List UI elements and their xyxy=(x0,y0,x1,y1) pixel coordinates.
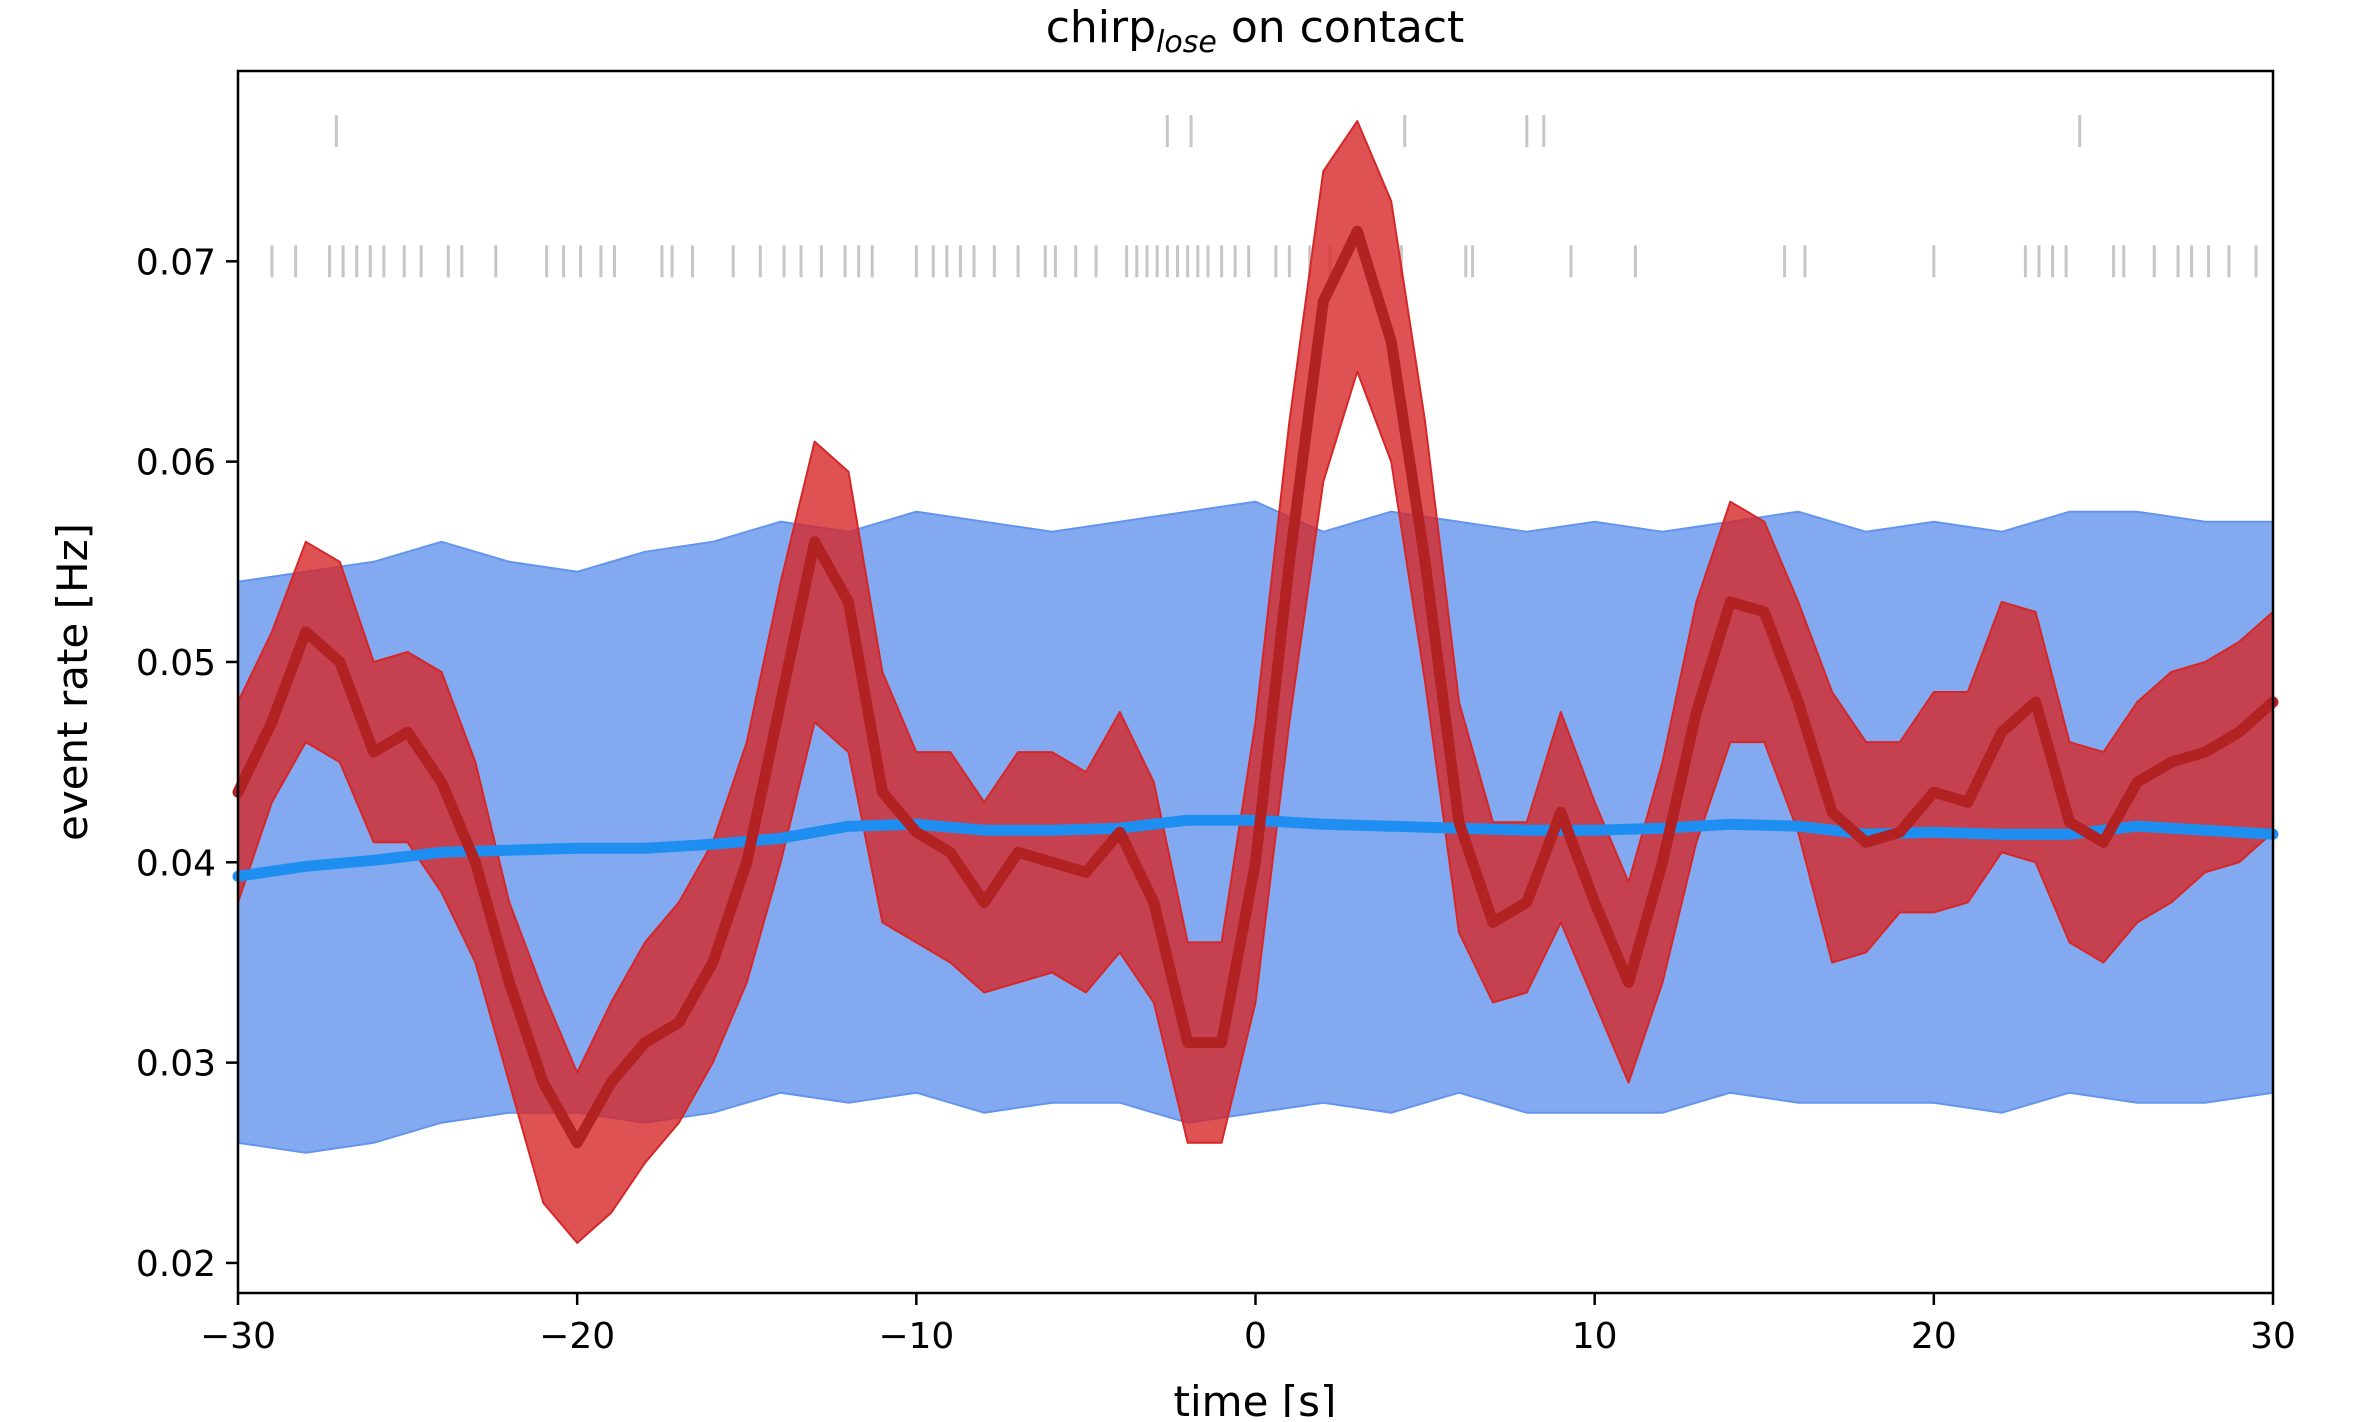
y-tick-label: 0.06 xyxy=(136,443,216,484)
y-tick-label: 0.05 xyxy=(136,643,216,684)
plot-area xyxy=(232,115,2279,1244)
raster-layer xyxy=(270,115,2258,278)
chart-title-subscript: lose xyxy=(1156,25,1217,60)
x-axis-label: time [s] xyxy=(1174,1377,1337,1417)
y-tick-label: 0.03 xyxy=(136,1044,216,1085)
line-layer xyxy=(232,225,2279,1149)
y-tick-label: 0.02 xyxy=(136,1244,216,1285)
x-axis: −30 −20 −10 0 10 20 30 xyxy=(200,1293,2296,1357)
x-tick-label: 0 xyxy=(1244,1316,1267,1357)
x-tick-label: 10 xyxy=(1572,1316,1618,1357)
y-tick-label: 0.04 xyxy=(136,843,216,884)
y-axis-label: event rate [Hz] xyxy=(48,523,97,841)
chart-title-suffix: on contact xyxy=(1217,2,1464,53)
chart-title-main: chirp xyxy=(1046,2,1156,53)
x-tick-label: 20 xyxy=(1911,1316,1957,1357)
x-tick-label: −10 xyxy=(878,1316,954,1357)
x-tick-label: −20 xyxy=(539,1316,615,1357)
x-tick-label: −30 xyxy=(200,1316,276,1357)
y-axis: 0.02 0.03 0.04 0.05 0.06 0.07 xyxy=(136,242,238,1285)
y-tick-label: 0.07 xyxy=(136,242,216,283)
observed-line xyxy=(232,225,2279,1149)
x-tick-label: 30 xyxy=(2250,1316,2296,1357)
chart-title: chirplose on contact xyxy=(1046,2,1465,60)
